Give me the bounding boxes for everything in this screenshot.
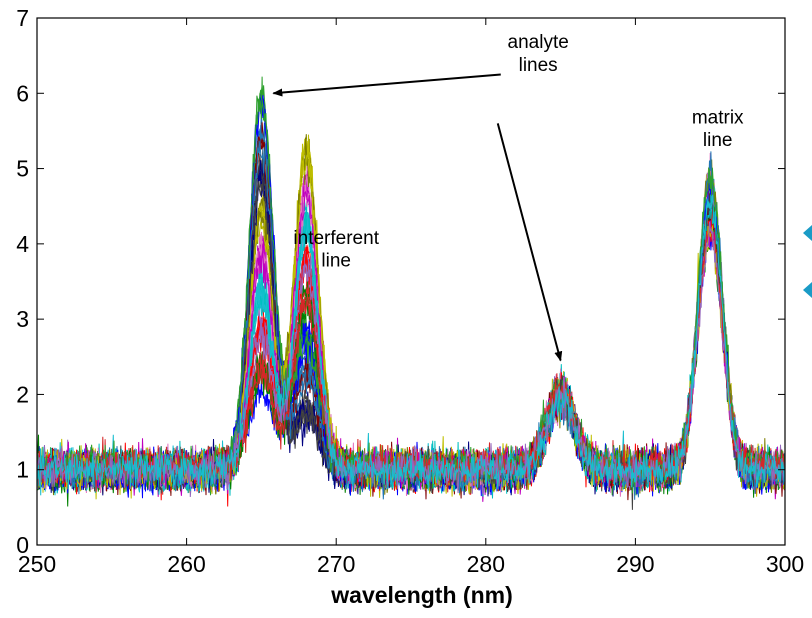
spectrum-line — [37, 137, 785, 496]
spectrum-line — [37, 224, 785, 493]
y-tick-label: 4 — [16, 231, 29, 257]
annotation-arrow — [272, 73, 501, 97]
series-layer — [37, 76, 785, 510]
spectrum-line — [37, 89, 785, 490]
spectrum-line — [37, 194, 785, 491]
spectrum-line — [37, 146, 785, 493]
annotation-layer: analyte lines interferent line matrix line — [272, 32, 744, 362]
axes-layer: 250 260 270 280 290 300 0 1 2 3 4 5 6 7 — [16, 5, 804, 577]
y-tick-label: 2 — [16, 381, 29, 407]
spectrum-line — [37, 125, 785, 498]
decorative-diamond — [803, 225, 812, 241]
spectrum-line — [37, 110, 785, 490]
y-tick-label: 5 — [16, 156, 29, 182]
x-tick-label: 300 — [766, 551, 804, 577]
spectrum-line — [37, 122, 785, 501]
y-tick-label: 7 — [16, 5, 29, 31]
y-tick-label: 3 — [16, 306, 29, 332]
x-tick-label: 290 — [616, 551, 654, 577]
spectrum-line — [37, 134, 785, 492]
y-tick-label: 0 — [16, 532, 29, 558]
annotation-label: analyte lines — [508, 32, 569, 76]
y-tick-label: 1 — [16, 457, 29, 483]
spectrum-line — [37, 136, 785, 497]
spectrum-line — [37, 178, 785, 491]
spectrum-line — [37, 172, 785, 491]
spectrum-line — [37, 98, 785, 494]
annotation-arrow — [496, 123, 563, 362]
spectrum-line — [37, 92, 785, 497]
x-tick-label: 280 — [467, 551, 505, 577]
decorative-diamond — [803, 282, 812, 298]
spectrum-line — [37, 175, 785, 491]
spectrum-line — [37, 122, 785, 491]
x-tick-label: 250 — [18, 551, 56, 577]
x-tick-label: 270 — [317, 551, 355, 577]
spectrum-line — [37, 143, 785, 495]
x-axis-label: wavelength (nm) — [330, 582, 512, 608]
spectrum-line — [37, 137, 785, 496]
spectrum-line — [37, 152, 785, 494]
spectrum-line — [37, 95, 785, 499]
spectrum-line — [37, 134, 785, 494]
spectrum-line — [37, 160, 785, 495]
spectrum-line — [37, 187, 785, 490]
spectrum-line — [37, 138, 785, 493]
decoration-layer — [803, 225, 812, 298]
annotation-label: interferent line — [293, 228, 379, 272]
annotation-label: matrix line — [692, 107, 744, 151]
y-tick-label: 6 — [16, 80, 29, 106]
x-tick-label: 260 — [167, 551, 205, 577]
spectrum-line — [37, 76, 785, 496]
plot-frame — [36, 17, 786, 546]
spectrum-line — [37, 96, 785, 496]
spectrum-line — [37, 85, 785, 495]
